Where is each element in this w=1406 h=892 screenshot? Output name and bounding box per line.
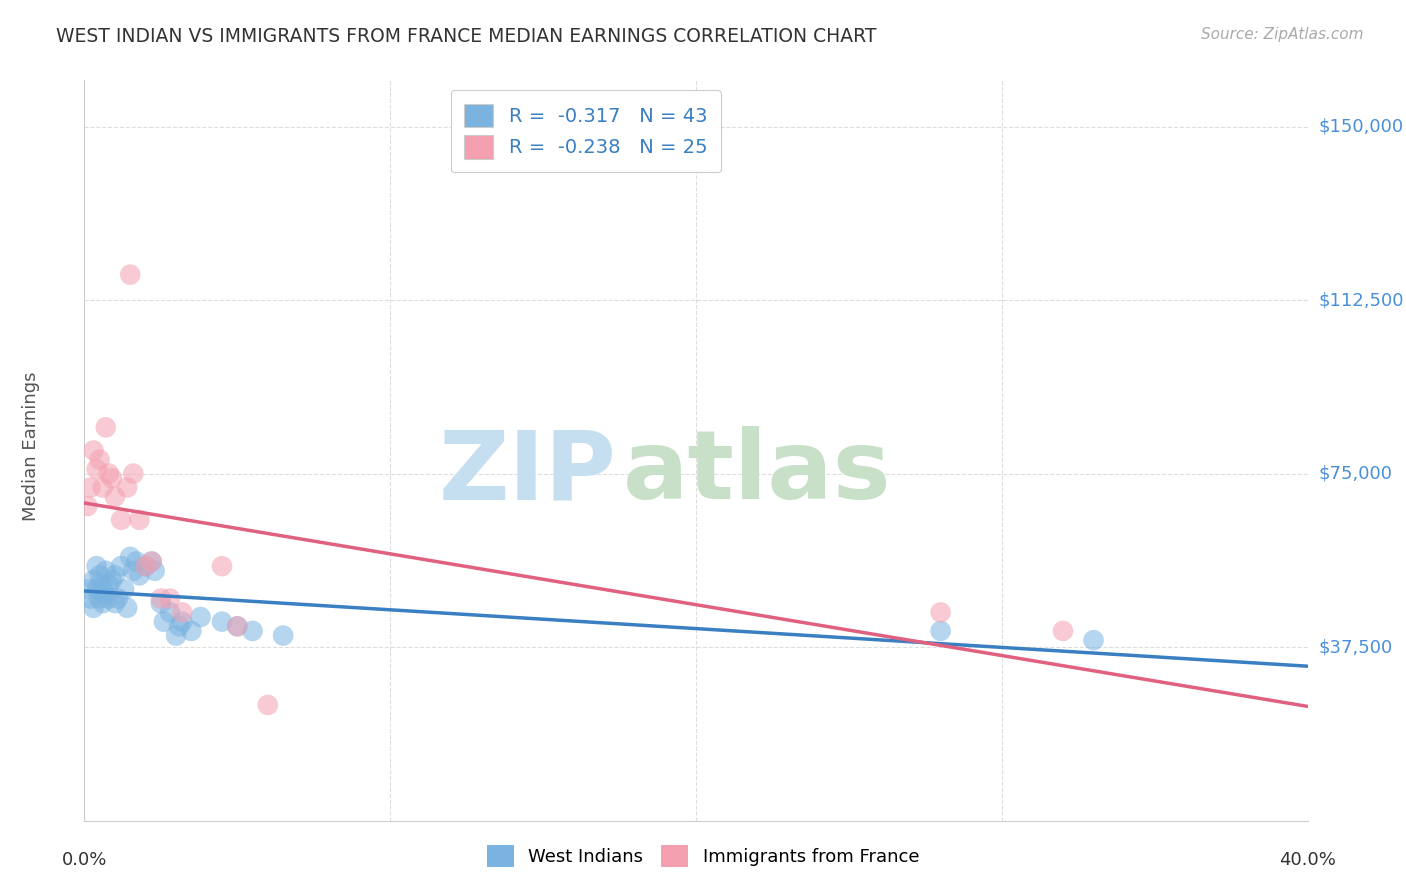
Point (97, 467, 120, 481)
Point (172, 615, 194, 629)
Point (76, 499, 98, 513)
Point (83, 600, 105, 615)
Point (104, 490, 127, 504)
Point (165, 628, 187, 642)
Text: $75,000: $75,000 (1319, 465, 1393, 483)
Point (128, 513, 150, 527)
Point (190, 610, 212, 624)
Point (211, 559, 233, 574)
Point (107, 591, 129, 606)
Point (122, 467, 145, 481)
Point (94, 420, 117, 434)
Text: WEST INDIAN VS IMMIGRANTS FROM FRANCE MEDIAN EARNINGS CORRELATION CHART: WEST INDIAN VS IMMIGRANTS FROM FRANCE ME… (56, 27, 877, 45)
Point (97, 577, 120, 591)
Point (1052, 624, 1074, 638)
Point (257, 698, 280, 712)
Point (159, 591, 181, 606)
Point (101, 573, 124, 587)
Point (83, 573, 105, 587)
Point (115, 600, 138, 615)
Point (271, 628, 294, 642)
Point (89, 452, 111, 467)
Point (86, 582, 108, 597)
Point (143, 564, 166, 578)
Point (110, 513, 132, 527)
Point (89, 577, 111, 591)
Point (149, 591, 172, 606)
Legend: West Indians, Immigrants from France: West Indians, Immigrants from France (479, 838, 927, 874)
Legend: R =  -0.317   N = 43, R =  -0.238   N = 25: R = -0.317 N = 43, R = -0.238 N = 25 (450, 90, 721, 172)
Point (125, 554, 148, 569)
Text: ZIP: ZIP (439, 426, 616, 519)
Point (91, 582, 114, 597)
Point (180, 624, 202, 638)
Point (172, 606, 194, 620)
Point (242, 624, 264, 638)
Point (104, 568, 127, 582)
Point (79, 591, 101, 606)
Point (94, 587, 117, 601)
Text: 40.0%: 40.0% (1279, 851, 1336, 869)
Point (929, 624, 952, 638)
Point (929, 606, 952, 620)
Point (79, 480, 101, 494)
Point (101, 471, 124, 485)
Point (86, 559, 108, 574)
Point (115, 480, 138, 494)
Point (76, 582, 98, 597)
Point (141, 554, 163, 569)
Point (1083, 633, 1105, 648)
Text: Source: ZipAtlas.com: Source: ZipAtlas.com (1201, 27, 1364, 42)
Point (110, 559, 132, 574)
Point (112, 582, 135, 597)
Text: atlas: atlas (623, 426, 891, 519)
Point (153, 615, 176, 629)
Point (120, 549, 142, 564)
Point (89, 568, 111, 582)
Point (97, 591, 120, 606)
Text: $112,500: $112,500 (1319, 291, 1405, 309)
Point (86, 462, 108, 476)
Point (149, 596, 172, 610)
Text: 0.0%: 0.0% (62, 851, 107, 869)
Point (122, 564, 145, 578)
Text: $150,000: $150,000 (1319, 118, 1403, 136)
Point (120, 268, 142, 282)
Point (89, 591, 111, 606)
Point (167, 619, 190, 633)
Text: $37,500: $37,500 (1319, 638, 1393, 657)
Point (226, 619, 249, 633)
Text: Median Earnings: Median Earnings (22, 371, 39, 521)
Point (141, 554, 163, 569)
Point (135, 559, 157, 574)
Point (159, 606, 181, 620)
Point (135, 559, 157, 574)
Point (211, 615, 233, 629)
Point (91, 480, 114, 494)
Point (91, 596, 114, 610)
Point (226, 619, 249, 633)
Point (83, 443, 105, 458)
Point (128, 568, 150, 582)
Point (104, 596, 127, 610)
Point (94, 564, 117, 578)
